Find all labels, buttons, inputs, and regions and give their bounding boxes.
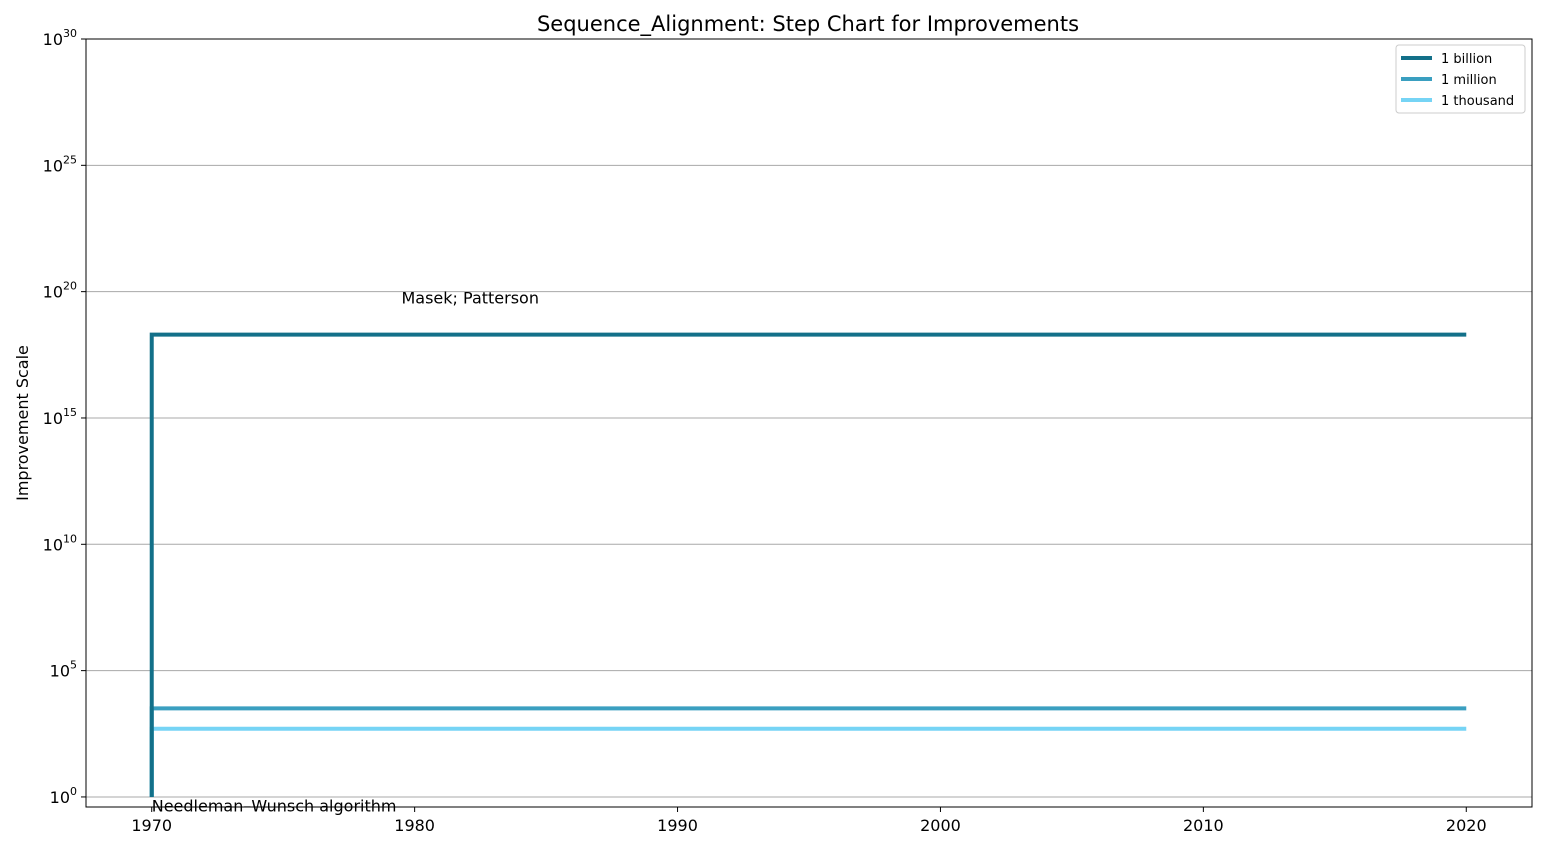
legend: 1 billion 1 million 1 thousand xyxy=(1395,44,1526,114)
y-tick-label: 1015 xyxy=(43,406,77,428)
annotations: Masek; Patterson Needleman–Wunsch algorit… xyxy=(152,288,539,815)
chart-title: Sequence_Alignment: Step Chart for Impro… xyxy=(537,12,1079,37)
series-line-1-billion xyxy=(149,332,1467,797)
legend-box xyxy=(1395,44,1526,114)
series-lines xyxy=(149,332,1467,797)
y-tick-exponent: 20 xyxy=(63,280,77,293)
y-tick-base: 10 xyxy=(50,662,70,681)
y-tick-base: 10 xyxy=(43,156,63,175)
y-tick-label: 1025 xyxy=(43,153,77,175)
y-tick-label: 100 xyxy=(50,785,77,807)
x-tick-label: 1980 xyxy=(394,816,435,835)
x-tick-label: 2020 xyxy=(1446,816,1487,835)
y-tick-label: 1020 xyxy=(43,280,77,302)
y-tick-base: 10 xyxy=(43,409,63,428)
x-tick-label: 2010 xyxy=(1183,816,1224,835)
x-tick-label: 1990 xyxy=(657,816,698,835)
series-line-1-million xyxy=(149,706,1467,797)
y-tick-base: 10 xyxy=(43,535,63,554)
legend-label: 1 million xyxy=(1441,73,1497,88)
y-tick-base: 10 xyxy=(43,30,63,49)
y-tick-exponent: 25 xyxy=(63,153,77,166)
annotation: Masek; Patterson xyxy=(401,288,539,307)
y-tick-label: 105 xyxy=(50,659,77,681)
y-tick-exponent: 5 xyxy=(70,659,77,672)
annotation: Needleman–Wunsch algorithm xyxy=(152,797,397,816)
y-tick-label: 1030 xyxy=(43,27,77,49)
plot-frame xyxy=(85,38,1533,808)
grid-lines xyxy=(86,38,1532,798)
x-tick-label: 1970 xyxy=(131,816,172,835)
y-tick-exponent: 10 xyxy=(63,532,77,545)
y-axis-title: Improvement Scale xyxy=(13,345,32,501)
legend-label: 1 billion xyxy=(1441,52,1492,67)
y-tick-exponent: 30 xyxy=(63,27,77,40)
legend-label: 1 thousand xyxy=(1441,94,1514,109)
y-tick-base: 10 xyxy=(50,788,70,807)
y-tick-exponent: 15 xyxy=(63,406,77,419)
y-tick-exponent: 0 xyxy=(70,785,77,798)
series-line-1-thousand xyxy=(149,726,1467,797)
y-tick-base: 10 xyxy=(43,283,63,302)
x-tick-label: 2000 xyxy=(920,816,961,835)
y-tick-label: 1010 xyxy=(43,532,77,554)
